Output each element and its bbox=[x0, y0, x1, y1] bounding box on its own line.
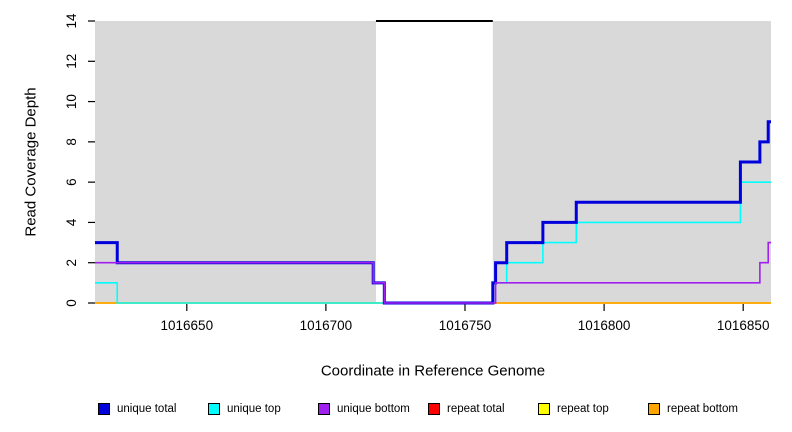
y-axis-title: Read Coverage Depth bbox=[22, 87, 40, 237]
y-tick-label: 8 bbox=[64, 138, 79, 146]
y-tick-label: 2 bbox=[64, 259, 79, 267]
y-tick-label: 0 bbox=[64, 299, 79, 307]
y-tick-label: 10 bbox=[64, 94, 79, 109]
x-tick-label: 1016800 bbox=[578, 318, 631, 333]
x-tick-label: 1016650 bbox=[161, 318, 214, 333]
x-tick-label: 1016850 bbox=[717, 318, 770, 333]
series-line-unique-top bbox=[95, 181, 771, 304]
x-tick-label: 1016700 bbox=[300, 318, 353, 333]
y-tick-label: 12 bbox=[64, 54, 79, 69]
x-tick-label: 1016750 bbox=[439, 318, 492, 333]
y-tick-label: 6 bbox=[64, 178, 79, 186]
y-tick-label: 4 bbox=[64, 218, 79, 226]
x-axis-title: Coordinate in Reference Genome bbox=[320, 362, 546, 380]
masked-region bbox=[375, 21, 493, 303]
series-line-unique-bottom bbox=[95, 241, 771, 304]
y-tick-label: 14 bbox=[64, 13, 79, 29]
